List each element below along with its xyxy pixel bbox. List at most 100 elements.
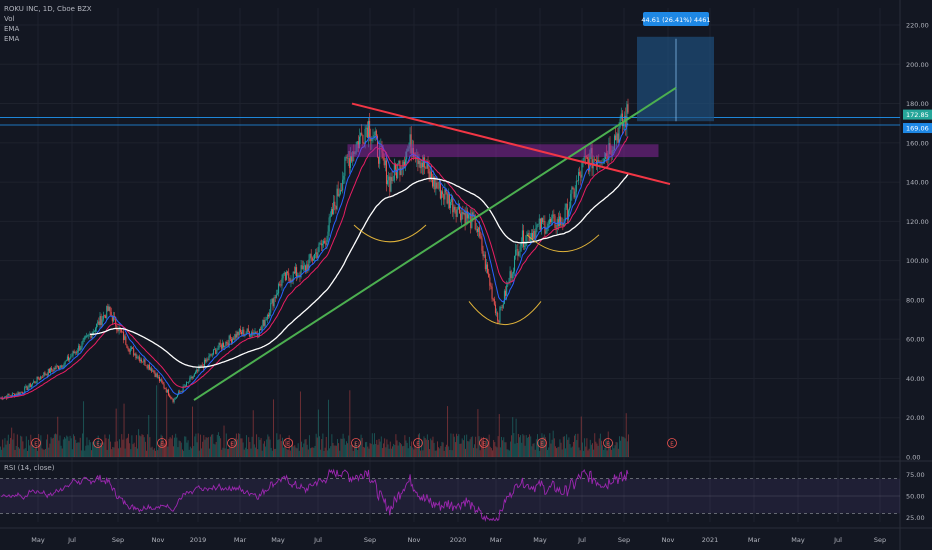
volume-bar	[108, 434, 110, 457]
volume-bar	[466, 434, 468, 457]
y-tick-label: 100.00	[906, 257, 929, 265]
volume-bar	[250, 448, 252, 457]
candle-body	[82, 339, 84, 342]
volume-bar	[375, 444, 377, 457]
candle-body	[243, 329, 245, 336]
x-tick-label: May	[533, 536, 547, 544]
candle-body	[54, 368, 56, 369]
volume-bar	[10, 437, 12, 457]
volume-bar	[47, 434, 49, 457]
candle-body	[489, 277, 491, 286]
volume-bar	[326, 450, 328, 457]
candle-body	[162, 382, 164, 385]
volume-bar	[187, 440, 189, 457]
candle-body	[41, 376, 43, 378]
volume-bar	[51, 438, 53, 457]
rsi-label[interactable]: RSI (14, close)	[4, 464, 55, 472]
volume-bar	[396, 440, 398, 457]
legend-ema-2[interactable]: EMA	[4, 35, 20, 43]
candle-body	[409, 134, 411, 147]
volume-bar	[465, 448, 467, 457]
volume-bar	[275, 448, 277, 457]
candle-body	[300, 265, 302, 277]
candle-body	[552, 214, 554, 219]
volume-bar	[186, 442, 188, 457]
candle-body	[478, 227, 480, 232]
candle-body	[88, 334, 90, 336]
x-tick-label: Sep	[874, 536, 886, 544]
volume-bar	[179, 441, 181, 457]
candle-body	[69, 358, 71, 361]
volume-bar	[307, 449, 309, 457]
volume-bar	[577, 433, 579, 457]
legend-symbol[interactable]: ROKU INC, 1D, Cboe BZX	[4, 5, 92, 13]
candle-body	[373, 135, 375, 139]
candle-body	[515, 249, 517, 256]
volume-bar	[246, 435, 247, 457]
candle-body	[101, 319, 103, 325]
volume-bar	[258, 437, 260, 457]
volume-bar	[138, 429, 140, 457]
volume-bar	[135, 435, 137, 457]
volume-bar	[110, 441, 111, 457]
candle-body	[211, 354, 213, 356]
volume-bar	[328, 399, 329, 457]
candle-body	[358, 136, 360, 149]
candle-body	[141, 359, 143, 362]
candle-body	[570, 193, 572, 208]
candle-body	[558, 216, 560, 227]
candle-body	[532, 233, 534, 240]
candle-body	[71, 355, 73, 357]
volume-bar	[220, 438, 222, 457]
volume-bar	[611, 449, 613, 457]
volume-bar	[426, 434, 428, 457]
volume-bar	[502, 440, 504, 457]
volume-bar	[32, 444, 34, 457]
candle-body	[346, 156, 348, 159]
volume-bar	[408, 436, 410, 457]
volume-bar	[340, 438, 342, 457]
candle-body	[212, 349, 214, 355]
volume-bar	[395, 434, 397, 457]
candle-body	[281, 278, 283, 286]
volume-bar	[614, 445, 616, 457]
legend-vol[interactable]: Vol	[4, 15, 15, 23]
candle-body	[17, 392, 19, 395]
candle-body	[134, 353, 136, 356]
volume-bar	[529, 434, 531, 457]
candle-body	[448, 193, 450, 208]
candle-body	[237, 331, 239, 336]
volume-bar	[115, 408, 117, 457]
volume-bar	[239, 433, 241, 457]
candle-body	[496, 312, 498, 314]
volume-bar	[33, 448, 35, 457]
volume-bar	[211, 434, 213, 457]
volume-bar	[512, 417, 514, 457]
candle-body	[510, 271, 512, 279]
volume-bar	[43, 449, 45, 457]
volume-bar	[280, 441, 282, 457]
candle-body	[146, 366, 148, 369]
candle-body	[374, 130, 376, 136]
candle-body	[166, 389, 168, 393]
candle-body	[382, 152, 384, 158]
candle-body	[493, 298, 495, 305]
volume-bar	[450, 433, 452, 457]
candle-body	[48, 368, 50, 373]
candle-body	[497, 312, 499, 321]
volume-bar	[357, 449, 359, 457]
volume-bar	[264, 441, 265, 457]
volume-bar	[181, 449, 183, 457]
volume-bar	[146, 450, 147, 457]
volume-bar	[208, 448, 210, 457]
volume-bar	[526, 437, 528, 457]
candle-body	[579, 172, 581, 175]
legend-ema-1[interactable]: EMA	[4, 25, 20, 33]
volume-bar	[14, 449, 16, 457]
candle-body	[574, 191, 576, 198]
x-tick-label: Jul	[313, 536, 322, 544]
volume-bar	[362, 446, 364, 457]
candle-body	[562, 223, 564, 227]
volume-bar	[232, 447, 234, 457]
